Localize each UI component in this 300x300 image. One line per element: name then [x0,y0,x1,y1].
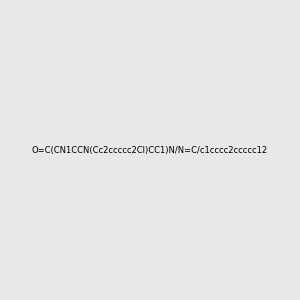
Text: O=C(CN1CCN(Cc2ccccc2Cl)CC1)N/N=C/c1cccc2ccccc12: O=C(CN1CCN(Cc2ccccc2Cl)CC1)N/N=C/c1cccc2… [32,146,268,154]
